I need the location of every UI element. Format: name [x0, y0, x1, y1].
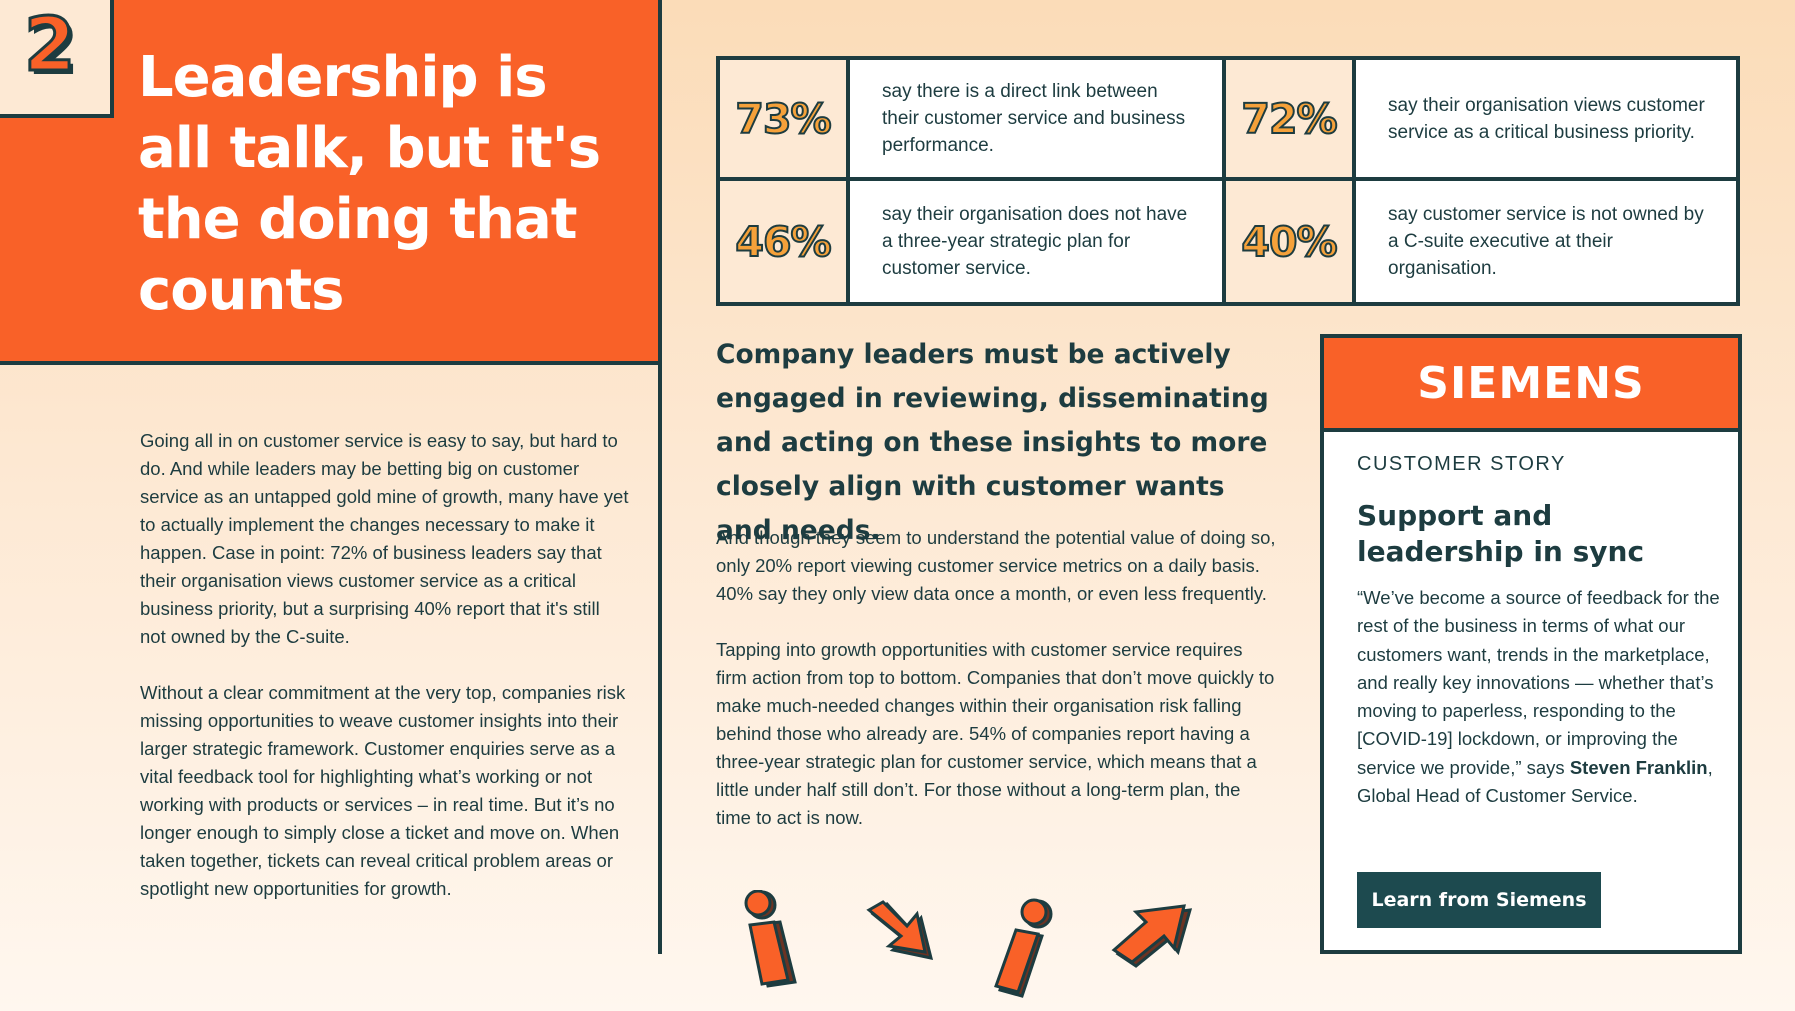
- customer-story-card: SIEMENS CUSTOMER STORY Support and leade…: [1320, 334, 1742, 954]
- stat-description: say customer service is not owned by a C…: [1388, 204, 1704, 279]
- stat-value: 73%: [720, 60, 850, 181]
- stat-value: 40%: [1226, 181, 1356, 302]
- stat-value: 72%: [1226, 60, 1356, 181]
- story-title: Support and leadership in sync: [1357, 499, 1645, 568]
- story-tag: CUSTOMER STORY: [1357, 453, 1566, 475]
- left-paragraph-2: Without a clear commitment at the very t…: [140, 682, 626, 899]
- stat-description: say their organisation views customer se…: [1356, 60, 1736, 181]
- quote-text: “We’ve become a source of feedback for t…: [1357, 587, 1720, 778]
- stat-description: say their organisation does not have a t…: [850, 181, 1226, 302]
- stat-value: 46%: [720, 181, 850, 302]
- left-paragraph-1: Going all in on customer service is easy…: [140, 430, 629, 647]
- quote-attribution: , Global Head of Customer Service.: [1357, 756, 1713, 807]
- pull-quote: Company leaders must be actively engaged…: [716, 339, 1269, 546]
- arrow-down-right-icon: [866, 900, 934, 960]
- person-leaning-icon: [994, 898, 1053, 998]
- learn-from-siemens-button[interactable]: Learn from Siemens: [1357, 872, 1601, 928]
- column-divider: [658, 361, 662, 954]
- section-header: 2 Leadership is all talk, but it's the d…: [0, 0, 662, 365]
- brand-logo: SIEMENS: [1324, 338, 1738, 432]
- section-number: 2: [23, 2, 77, 88]
- middle-body: And though they seem to understand the p…: [716, 524, 1276, 860]
- left-body: Going all in on customer service is easy…: [140, 427, 630, 931]
- quote-person: Steven Franklin: [1569, 756, 1708, 778]
- person-icon: [744, 890, 797, 988]
- illustration-row: [730, 880, 1210, 1000]
- stats-grid: 73% say there is a direct link between t…: [716, 56, 1740, 306]
- stat-description: say there is a direct link between their…: [850, 60, 1226, 181]
- arrow-up-right-icon: [1111, 904, 1193, 968]
- page-title: Leadership is all talk, but it's the doi…: [138, 45, 601, 323]
- story-quote: “We’ve become a source of feedback for t…: [1357, 584, 1722, 810]
- middle-paragraph-1: And though they seem to understand the p…: [716, 527, 1276, 604]
- middle-paragraph-2: Tapping into growth opportunities with c…: [716, 639, 1275, 828]
- section-number-badge: 2: [0, 0, 114, 118]
